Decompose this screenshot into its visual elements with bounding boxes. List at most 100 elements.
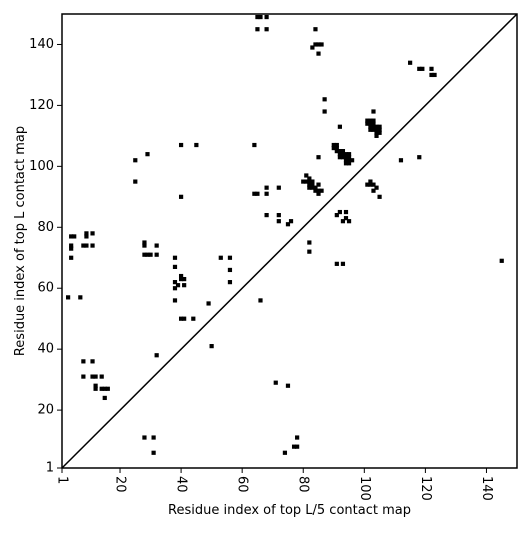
data-point bbox=[182, 316, 187, 321]
data-point bbox=[93, 374, 98, 379]
data-point bbox=[334, 261, 339, 266]
data-point bbox=[307, 176, 312, 181]
data-point bbox=[258, 14, 263, 20]
data-point bbox=[178, 142, 184, 148]
data-point bbox=[371, 182, 376, 187]
data-point bbox=[316, 42, 321, 47]
data-point bbox=[81, 359, 86, 364]
data-point bbox=[191, 316, 196, 321]
data-point bbox=[307, 240, 312, 245]
data-point bbox=[295, 435, 300, 440]
data-point bbox=[264, 185, 269, 190]
data-point bbox=[218, 255, 223, 260]
x-tick-label: 80 bbox=[296, 476, 311, 493]
data-point bbox=[343, 161, 349, 166]
data-point bbox=[264, 14, 269, 20]
data-point bbox=[276, 213, 281, 218]
y-axis-label: Residue index of top L contact map bbox=[13, 126, 28, 356]
data-point bbox=[337, 152, 342, 157]
data-point bbox=[301, 179, 306, 184]
data-point bbox=[172, 264, 178, 269]
data-point bbox=[331, 145, 336, 151]
data-point bbox=[175, 283, 181, 288]
data-point bbox=[178, 276, 184, 282]
data-point bbox=[142, 243, 147, 248]
data-point bbox=[331, 142, 336, 148]
data-point bbox=[307, 185, 312, 190]
data-point bbox=[368, 179, 373, 184]
data-point bbox=[377, 130, 382, 135]
y-tick-label: 60 bbox=[37, 281, 54, 296]
data-point bbox=[316, 182, 321, 187]
data-point bbox=[310, 45, 315, 50]
data-point bbox=[102, 386, 107, 391]
data-point bbox=[145, 252, 150, 257]
data-point bbox=[377, 194, 382, 199]
data-point bbox=[273, 380, 278, 385]
data-point bbox=[90, 231, 95, 236]
data-point bbox=[194, 142, 199, 148]
data-point bbox=[310, 182, 315, 187]
data-point bbox=[365, 118, 370, 123]
data-point bbox=[350, 158, 355, 163]
data-point bbox=[429, 66, 434, 71]
data-point bbox=[316, 51, 321, 56]
data-point bbox=[178, 273, 184, 279]
data-point bbox=[69, 246, 74, 251]
data-point bbox=[368, 127, 373, 132]
data-point bbox=[319, 188, 324, 193]
data-point bbox=[316, 191, 321, 196]
data-point bbox=[151, 450, 156, 455]
data-point bbox=[374, 124, 379, 129]
data-point bbox=[255, 14, 260, 20]
data-point bbox=[276, 185, 281, 190]
data-point bbox=[307, 179, 312, 184]
data-point bbox=[346, 155, 352, 160]
data-point bbox=[178, 194, 184, 199]
data-point bbox=[343, 152, 349, 157]
data-point bbox=[252, 191, 257, 196]
data-point bbox=[227, 280, 233, 285]
data-point bbox=[420, 66, 425, 71]
data-point bbox=[105, 386, 110, 391]
y-tick-label: 40 bbox=[37, 342, 54, 357]
x-tick-label: 60 bbox=[235, 476, 250, 493]
data-point bbox=[182, 276, 187, 282]
plot-frame bbox=[61, 13, 518, 469]
data-point bbox=[172, 255, 178, 260]
data-point bbox=[90, 359, 95, 364]
data-point bbox=[316, 155, 321, 160]
data-point bbox=[227, 255, 233, 260]
diagonal-reference-line bbox=[61, 13, 518, 469]
data-point bbox=[148, 252, 153, 257]
data-point bbox=[316, 188, 321, 193]
data-point bbox=[432, 72, 437, 78]
data-point bbox=[417, 66, 422, 71]
data-point bbox=[340, 155, 346, 160]
data-point bbox=[346, 161, 352, 166]
data-point bbox=[313, 188, 318, 193]
data-point bbox=[154, 252, 159, 257]
data-point bbox=[377, 127, 382, 132]
data-point bbox=[310, 185, 315, 190]
data-point bbox=[69, 243, 74, 248]
data-point bbox=[133, 158, 138, 163]
data-point bbox=[340, 219, 346, 224]
data-point bbox=[99, 386, 104, 391]
data-point bbox=[334, 145, 339, 151]
data-point bbox=[264, 213, 269, 218]
data-point bbox=[334, 142, 339, 148]
data-point bbox=[69, 234, 74, 239]
data-point bbox=[304, 179, 309, 184]
data-point bbox=[285, 222, 291, 227]
data-point bbox=[90, 374, 95, 379]
data-point bbox=[371, 109, 376, 114]
data-point bbox=[227, 267, 233, 273]
data-point bbox=[499, 258, 504, 263]
data-point bbox=[264, 191, 269, 196]
data-point bbox=[142, 435, 147, 440]
data-point bbox=[154, 243, 159, 248]
data-point bbox=[172, 286, 178, 291]
